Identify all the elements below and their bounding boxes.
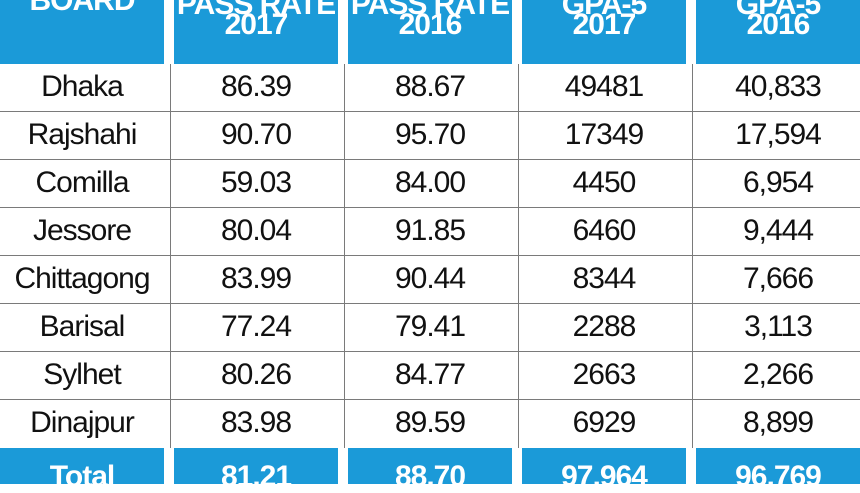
value-cell: 6929 [572, 406, 637, 439]
value-cell: 89.59 [394, 406, 466, 439]
value-cell: 2,266 [742, 358, 814, 391]
column-header-4: GPA-5 2016 [696, 0, 860, 64]
board-name-cell: Sylhet [43, 358, 121, 391]
value-cell: 8344 [572, 262, 637, 295]
board-name-cell: Barisal [39, 310, 126, 343]
row-divider [0, 303, 860, 304]
value-cell: 86.39 [220, 70, 292, 103]
value-cell: 84.00 [394, 166, 466, 199]
value-cell: 59.03 [220, 166, 292, 199]
value-cell: 17349 [564, 118, 644, 151]
total-value: 97,964 [522, 448, 686, 492]
value-cell: 91.85 [394, 214, 466, 247]
column-header-3: GPA-5 2017 [522, 0, 686, 64]
column-header-1-line1: PASS RATE [176, 0, 336, 21]
board-name-cell: Dhaka [41, 70, 124, 103]
value-cell: 88.67 [394, 70, 466, 103]
column-header-3-line2: 2017 [572, 8, 637, 41]
column-divider [692, 64, 693, 448]
column-header-2-line1: PASS RATE [350, 0, 510, 21]
value-cell: 49481 [564, 70, 644, 103]
board-name-cell: Comilla [35, 166, 129, 199]
value-cell: 80.04 [220, 214, 292, 247]
value-cell: 80.26 [220, 358, 292, 391]
total-value: 81.21 [174, 448, 338, 492]
value-cell: 77.24 [220, 310, 292, 343]
column-header-1: PASS RATE 2017 [174, 0, 338, 64]
value-cell: 3,113 [744, 310, 813, 343]
board-name-cell: Dinajpur [30, 406, 135, 439]
board-name-cell: Jessore [32, 214, 132, 247]
row-divider [0, 207, 860, 208]
value-cell: 6460 [572, 214, 637, 247]
column-header-2: PASS RATE 2016 [348, 0, 512, 64]
column-header-4-line1: GPA-5 [735, 0, 821, 21]
column-divider [344, 64, 345, 448]
value-cell: 6,954 [742, 166, 814, 199]
value-cell: 4450 [572, 166, 637, 199]
value-cell: 7,666 [742, 262, 814, 295]
value-cell: 2663 [572, 358, 637, 391]
value-cell: 83.98 [220, 406, 292, 439]
total-value: 96,769 [696, 448, 860, 492]
value-cell: 95.70 [394, 118, 466, 151]
value-cell: 83.99 [220, 262, 292, 295]
column-divider [518, 64, 519, 448]
value-cell: 2288 [572, 310, 637, 343]
column-divider [170, 64, 171, 448]
column-header-2-line2: 2016 [398, 8, 463, 41]
value-cell: 79.41 [394, 310, 466, 343]
value-cell: 17,594 [735, 118, 822, 151]
value-cell: 40,833 [735, 70, 822, 103]
column-header-0: BOARD [0, 0, 164, 64]
total-label: Total [0, 448, 164, 492]
value-cell: 8,899 [742, 406, 814, 439]
row-divider [0, 399, 860, 400]
row-divider [0, 255, 860, 256]
row-divider [0, 159, 860, 160]
row-divider [0, 111, 860, 112]
column-header-0-line1: BOARD [29, 0, 136, 17]
value-cell: 90.44 [394, 262, 466, 295]
column-header-1-line2: 2017 [224, 8, 289, 41]
row-divider [0, 351, 860, 352]
board-name-cell: Rajshahi [27, 118, 138, 151]
board-name-cell: Chittagong [14, 262, 150, 295]
column-header-3-line1: GPA-5 [561, 0, 647, 21]
total-value: 88.70 [348, 448, 512, 492]
value-cell: 90.70 [220, 118, 292, 151]
column-header-4-line2: 2016 [746, 8, 811, 41]
value-cell: 84.77 [394, 358, 466, 391]
value-cell: 9,444 [742, 214, 814, 247]
